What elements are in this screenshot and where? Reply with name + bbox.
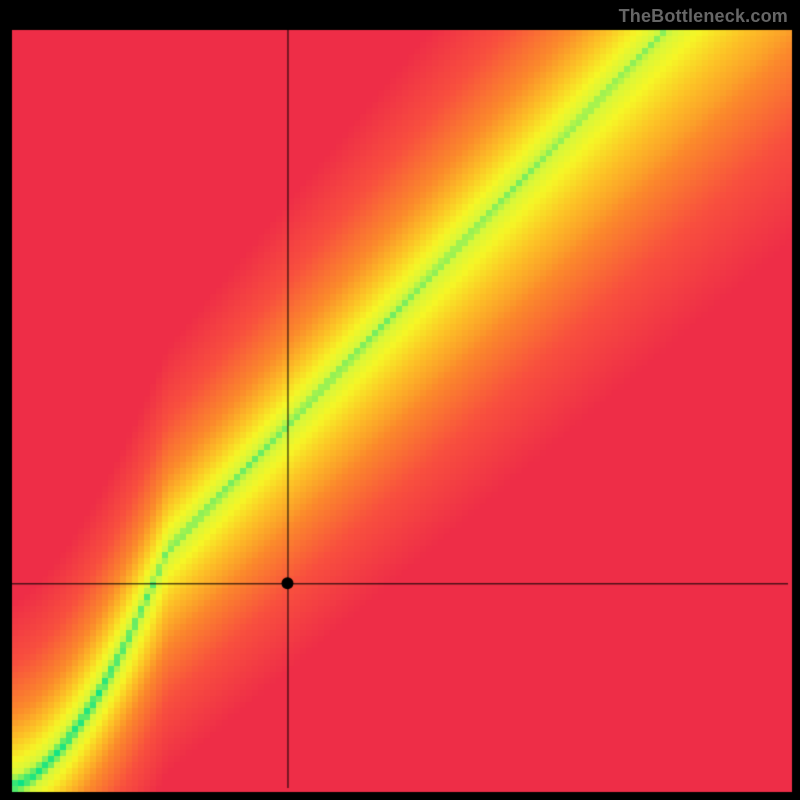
bottleneck-heatmap (0, 0, 800, 800)
watermark-text: TheBottleneck.com (619, 6, 788, 27)
